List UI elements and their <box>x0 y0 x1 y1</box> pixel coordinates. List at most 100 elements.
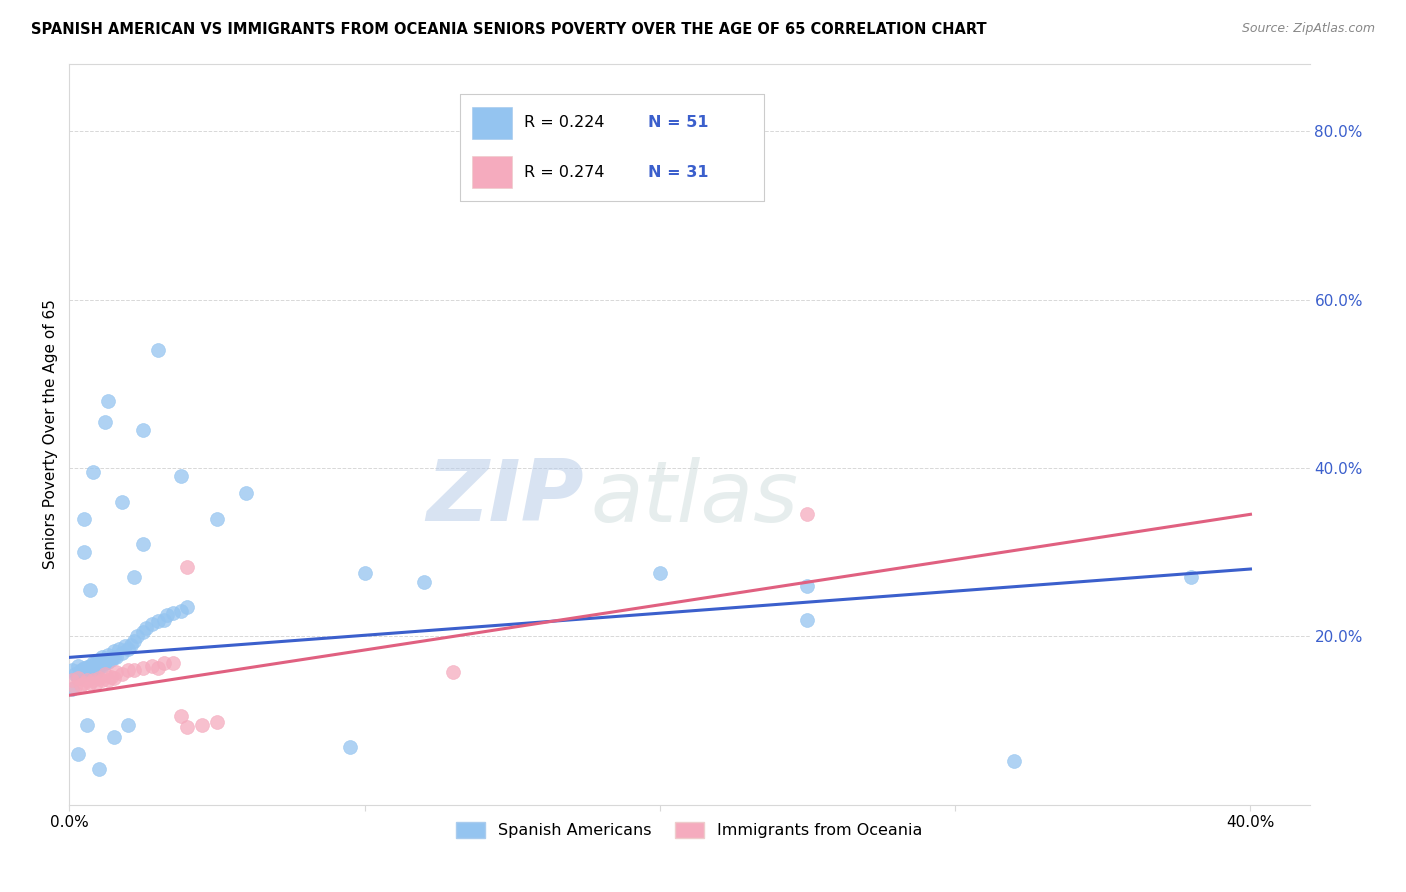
Point <box>120 638 142 652</box>
Point <box>73 661 96 675</box>
Point <box>63 680 86 694</box>
Point <box>73 675 96 690</box>
Point <box>117 717 139 731</box>
Point <box>84 665 107 679</box>
Point <box>141 658 163 673</box>
Point <box>205 511 228 525</box>
Point <box>141 616 163 631</box>
Point <box>97 655 120 669</box>
Point <box>132 625 155 640</box>
Point <box>235 486 257 500</box>
Point <box>93 415 115 429</box>
Point <box>70 667 93 681</box>
Point <box>79 582 101 597</box>
Point <box>170 604 193 618</box>
Legend: Spanish Americans, Immigrants from Oceania: Spanish Americans, Immigrants from Ocean… <box>450 815 929 845</box>
Point <box>127 629 149 643</box>
Point <box>82 465 104 479</box>
Point <box>60 681 83 696</box>
Point <box>90 658 112 673</box>
Point <box>122 663 145 677</box>
Point <box>82 657 104 671</box>
Point <box>170 469 193 483</box>
Point <box>97 648 120 662</box>
Point <box>103 644 125 658</box>
Point <box>93 657 115 671</box>
Point <box>176 720 198 734</box>
Text: atlas: atlas <box>591 458 799 541</box>
Y-axis label: Seniors Poverty Over the Age of 65: Seniors Poverty Over the Age of 65 <box>44 300 58 569</box>
Point <box>111 646 134 660</box>
Point <box>84 675 107 690</box>
Point <box>93 667 115 681</box>
Point <box>87 672 110 686</box>
Point <box>339 740 361 755</box>
Point <box>67 672 90 686</box>
Point <box>162 606 184 620</box>
Point <box>353 566 375 581</box>
Point <box>103 650 125 665</box>
Point <box>79 665 101 679</box>
Point <box>60 673 83 687</box>
Point <box>87 653 110 667</box>
Point <box>79 675 101 690</box>
Point <box>176 560 198 574</box>
Point <box>114 640 136 654</box>
Point <box>796 508 818 522</box>
Point <box>67 672 90 686</box>
Point <box>100 670 122 684</box>
Point <box>82 673 104 687</box>
Point <box>97 673 120 687</box>
Point <box>70 678 93 692</box>
Point <box>135 621 157 635</box>
Point <box>111 494 134 508</box>
Point <box>76 673 98 687</box>
Point <box>117 642 139 657</box>
Point <box>441 665 464 679</box>
Point <box>132 661 155 675</box>
Point <box>60 663 83 677</box>
Point <box>122 570 145 584</box>
Point <box>105 665 128 679</box>
Point <box>103 731 125 745</box>
Point <box>111 667 134 681</box>
Point <box>76 717 98 731</box>
Point <box>76 667 98 681</box>
Point <box>79 658 101 673</box>
Point <box>152 657 174 671</box>
Point <box>170 709 193 723</box>
Point <box>132 423 155 437</box>
Point <box>87 660 110 674</box>
Point <box>105 649 128 664</box>
Point <box>152 613 174 627</box>
Point <box>796 613 818 627</box>
Point <box>84 655 107 669</box>
Point <box>796 579 818 593</box>
Point <box>1180 570 1202 584</box>
Point <box>100 653 122 667</box>
Point <box>132 537 155 551</box>
Point <box>146 661 169 675</box>
Point <box>67 747 90 761</box>
Point <box>76 660 98 674</box>
Point <box>205 715 228 730</box>
Point <box>412 574 434 589</box>
Point <box>73 665 96 679</box>
Point <box>648 566 671 581</box>
Point <box>90 673 112 687</box>
Point <box>1002 754 1025 768</box>
Point <box>67 658 90 673</box>
Point <box>117 663 139 677</box>
Point <box>87 762 110 776</box>
Point <box>70 663 93 677</box>
Point <box>97 393 120 408</box>
Point <box>82 663 104 677</box>
Point <box>103 672 125 686</box>
Text: SPANISH AMERICAN VS IMMIGRANTS FROM OCEANIA SENIORS POVERTY OVER THE AGE OF 65 C: SPANISH AMERICAN VS IMMIGRANTS FROM OCEA… <box>31 22 987 37</box>
Point <box>122 633 145 648</box>
Point <box>162 657 184 671</box>
Text: Source: ZipAtlas.com: Source: ZipAtlas.com <box>1241 22 1375 36</box>
Point <box>146 343 169 358</box>
Point <box>191 717 214 731</box>
Point <box>156 608 179 623</box>
